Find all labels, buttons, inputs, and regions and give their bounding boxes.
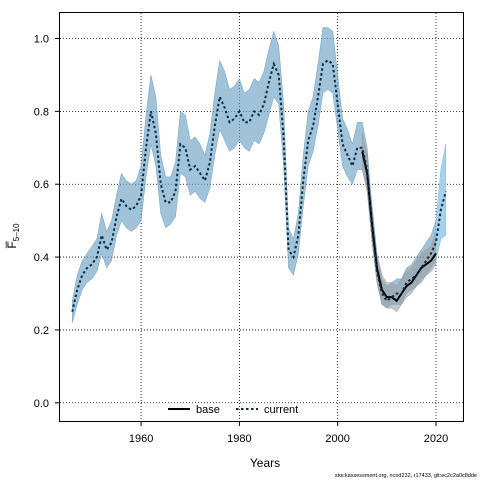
series-lines	[71, 59, 447, 312]
x-tick-label: 1960	[129, 433, 153, 445]
x-tick-label: 2020	[424, 433, 448, 445]
y-tick-label: 0.4	[34, 252, 49, 264]
svg-text:F̅5–10: F̅5–10	[5, 223, 21, 249]
footer-credit: stockassessment.org, ncod232, r17433, gi…	[334, 473, 477, 479]
y-tick-label: 0.0	[34, 398, 49, 410]
y-axis-title: F̅5–10	[5, 223, 21, 249]
x-axis-title: Years	[250, 456, 280, 470]
y-axis-title-main: F̅	[5, 241, 19, 249]
confidence-band-current	[72, 27, 447, 323]
plot-frame	[59, 12, 464, 422]
legend-label-base: base	[196, 404, 220, 416]
x-tick-label: 2000	[325, 433, 349, 445]
x-tick-label: 1980	[227, 433, 251, 445]
y-tick-label: 0.8	[34, 106, 49, 118]
axes: 1960 1980 2000 2020 0.0 0.2 0.4 0.6 0.8 1.0	[34, 34, 449, 446]
y-tick-label: 1.0	[34, 34, 49, 46]
series-line-current	[71, 59, 447, 312]
legend: base current	[168, 404, 298, 416]
confidence-bands	[72, 27, 447, 323]
projection-band-current	[435, 144, 446, 261]
y-axis-title-subscript: 5–10	[12, 223, 21, 241]
legend-label-current: current	[264, 404, 298, 416]
confidence-band-base	[362, 133, 437, 313]
y-tick-label: 0.2	[34, 325, 49, 337]
y-tick-label: 0.6	[34, 179, 49, 191]
